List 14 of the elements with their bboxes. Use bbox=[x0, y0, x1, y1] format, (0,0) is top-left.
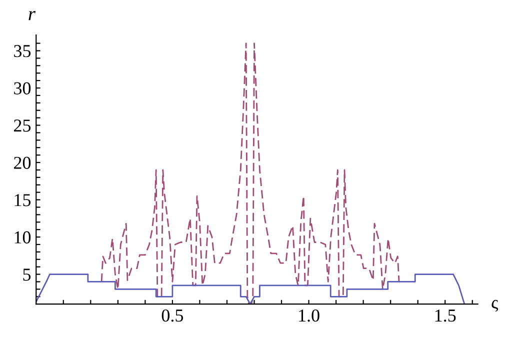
line-series bbox=[36, 274, 466, 304]
y-tick-label: 30 bbox=[14, 82, 31, 94]
x-tick-label: 1.0 bbox=[299, 309, 320, 322]
y-tick-label: 10 bbox=[14, 231, 31, 244]
y-axis-title: r bbox=[28, 11, 36, 20]
x-tick-label: 0.5 bbox=[162, 309, 184, 322]
line-series bbox=[100, 42, 400, 304]
y-tick-label: 20 bbox=[14, 156, 31, 169]
y-tick-label: 5 bbox=[23, 268, 31, 281]
x-axis-title: ς bbox=[492, 300, 498, 312]
x-tick-label: 1.5 bbox=[435, 310, 456, 322]
y-tick-label: 15 bbox=[14, 194, 31, 206]
y-tick-label: 25 bbox=[14, 120, 31, 132]
y-tick-label: 35 bbox=[14, 45, 31, 58]
